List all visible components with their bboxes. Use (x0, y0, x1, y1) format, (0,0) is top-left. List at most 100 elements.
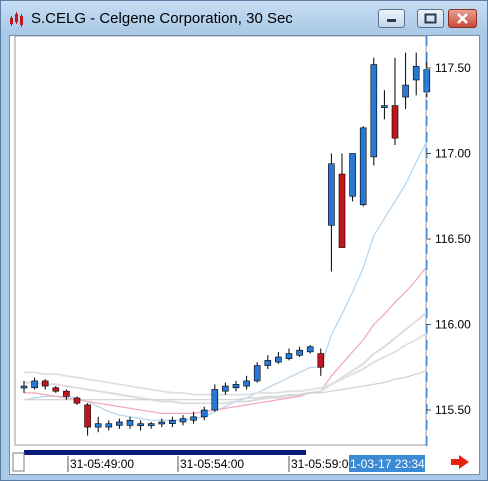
candle (169, 416, 176, 428)
minimize-icon (387, 19, 396, 22)
candle (126, 416, 134, 429)
time-tick-label: 31-05:49:00 (70, 457, 134, 471)
candle-body (179, 418, 187, 423)
price-chart[interactable]: 117.50 117.00 116.50 116.00 115.50 31-05:49:… (10, 35, 479, 474)
candle-body (381, 105, 388, 108)
candle-body (370, 64, 378, 158)
price-axis: 117.50 117.00 116.50 116.00 115.50 (426, 61, 471, 417)
candle (349, 153, 356, 202)
candle-body (391, 105, 399, 139)
candle (253, 362, 261, 383)
candle-body (52, 387, 60, 392)
candle-body (306, 346, 314, 353)
maximize-button[interactable] (417, 9, 444, 28)
time-scrollbar-handle[interactable] (12, 452, 25, 472)
candle-body (147, 423, 155, 426)
candle (179, 415, 187, 426)
candle (222, 382, 229, 395)
close-button[interactable] (448, 9, 477, 28)
moving-average-line (24, 311, 428, 405)
candle (200, 406, 208, 421)
candle (306, 345, 314, 354)
candle-body (63, 390, 70, 397)
candle (105, 420, 113, 431)
moving-average-line (23, 141, 428, 421)
candle (359, 126, 367, 207)
candle-body (41, 380, 49, 387)
candle (63, 389, 70, 400)
candle-body (296, 349, 303, 356)
price-tick-label: 116.50 (435, 232, 471, 246)
candle (84, 403, 91, 436)
chart-area[interactable]: 117.50 117.00 116.50 116.00 115.50 31-05:49:… (9, 35, 480, 475)
candle-body (190, 416, 197, 421)
candle (317, 348, 325, 376)
candle (381, 90, 388, 120)
candle (73, 396, 81, 405)
candle-body (243, 380, 250, 387)
candle-body (105, 423, 113, 428)
close-icon (457, 13, 468, 24)
candle-body (211, 389, 219, 411)
restore-icon (424, 13, 437, 24)
candle (328, 153, 335, 272)
candle (296, 346, 303, 357)
candle (52, 386, 60, 393)
candle (20, 380, 28, 393)
window-title: S.CELG - Celgene Corporation, 30 Sec (31, 10, 293, 27)
candle-body (317, 353, 325, 368)
candle (211, 384, 219, 412)
candle (412, 52, 420, 96)
time-scrollbar-thumb[interactable] (24, 450, 306, 455)
candle (158, 418, 166, 428)
candle-body (200, 409, 208, 418)
candle-body (285, 353, 293, 360)
candle (190, 411, 197, 424)
title-bar[interactable]: S.CELG - Celgene Corporation, 30 Sec (1, 1, 487, 35)
candle-body (264, 360, 272, 366)
candle-body (137, 423, 144, 426)
cursor-time-label: 1-03-17 23:34:00 (350, 457, 442, 471)
candle-body (31, 380, 38, 389)
candle-body (338, 173, 346, 248)
candle-body (84, 404, 91, 428)
candle (116, 418, 123, 429)
candle (285, 348, 293, 361)
candle-body (328, 163, 335, 226)
candle-body (275, 356, 282, 363)
candle-body (169, 419, 176, 424)
candle (391, 57, 399, 145)
moving-average-line (24, 266, 428, 414)
price-tick-label: 117.50 (435, 61, 471, 75)
scroll-right-arrow-icon[interactable] (451, 455, 469, 469)
candle (338, 153, 346, 248)
candle (264, 355, 272, 369)
candle (94, 416, 102, 433)
candle-body (94, 423, 102, 428)
candle (147, 421, 155, 429)
time-axis: 31-05:49:00 31-05:54:00 31-05:59:00 (67, 456, 355, 472)
candle-body (158, 421, 166, 425)
moving-averages (23, 141, 428, 421)
candle (243, 375, 250, 390)
candle (137, 420, 144, 431)
candle (31, 377, 38, 390)
price-tick-label: 117.00 (435, 147, 471, 161)
candle (370, 57, 378, 166)
candle-body (402, 84, 409, 98)
candle-body (253, 365, 261, 382)
price-tick-label: 116.00 (435, 318, 471, 332)
minimize-button[interactable] (378, 9, 405, 28)
chart-app-icon (10, 12, 23, 27)
candle (41, 379, 49, 390)
candle-body (116, 421, 123, 426)
candle-body (232, 384, 240, 389)
candle-body (349, 153, 356, 197)
moving-average-line (24, 370, 427, 401)
candle (275, 351, 282, 364)
candle-body (222, 385, 229, 392)
candle (402, 52, 409, 110)
candle-body (126, 419, 134, 426)
candle-body (359, 127, 367, 206)
